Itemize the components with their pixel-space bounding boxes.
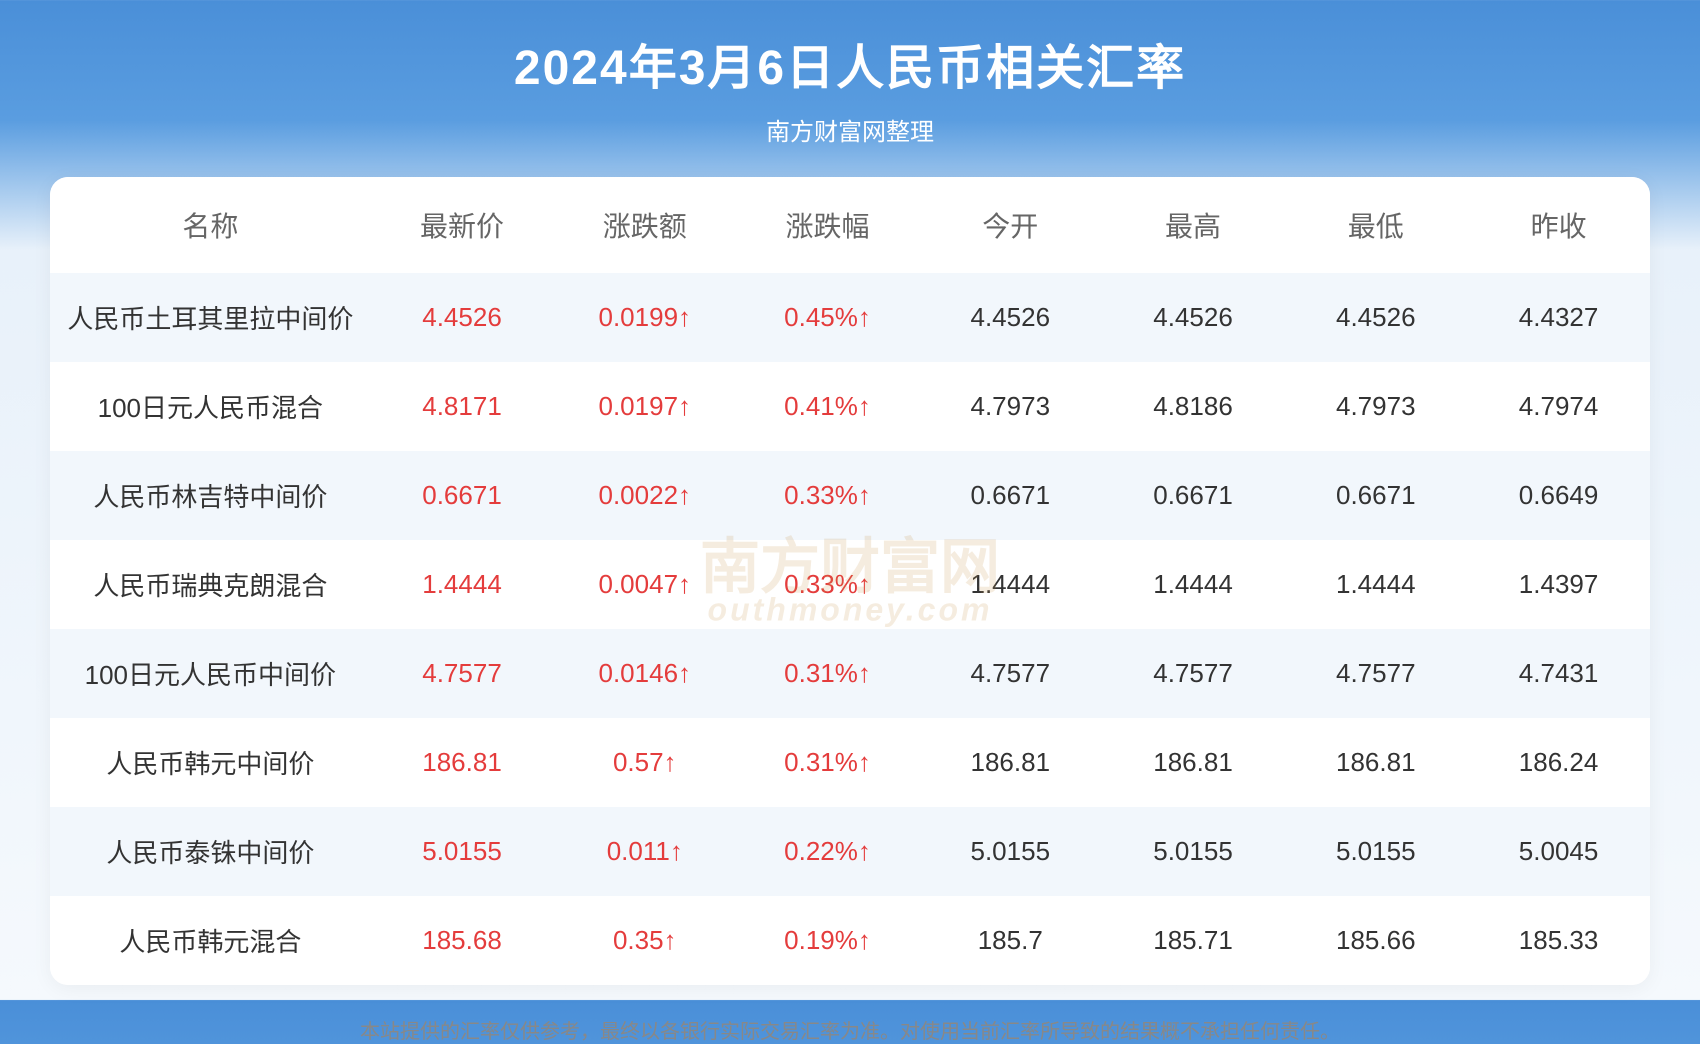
cell: 0.0197↑ (553, 362, 736, 451)
col-name: 名称 (50, 177, 371, 273)
cell: 5.0155 (371, 807, 554, 896)
cell: 0.0022↑ (553, 451, 736, 540)
col-low: 最低 (1284, 177, 1467, 273)
cell: 185.68 (371, 896, 554, 985)
cell: 0.31%↑ (736, 629, 919, 718)
cell: 0.57↑ (553, 718, 736, 807)
cell: 4.7974 (1467, 362, 1650, 451)
cell: 4.4526 (1284, 273, 1467, 362)
col-change: 涨跌额 (553, 177, 736, 273)
cell: 4.7577 (919, 629, 1102, 718)
cell: 185.33 (1467, 896, 1650, 985)
cell: 100日元人民币中间价 (50, 629, 371, 718)
cell: 4.4526 (1102, 273, 1285, 362)
cell: 4.4526 (919, 273, 1102, 362)
cell: 0.6649 (1467, 451, 1650, 540)
cell: 186.24 (1467, 718, 1650, 807)
cell: 人民币韩元中间价 (50, 718, 371, 807)
cell: 0.41%↑ (736, 362, 919, 451)
cell: 1.4444 (371, 540, 554, 629)
cell: 100日元人民币混合 (50, 362, 371, 451)
col-high: 最高 (1102, 177, 1285, 273)
cell: 185.66 (1284, 896, 1467, 985)
cell: 人民币瑞典克朗混合 (50, 540, 371, 629)
cell: 0.6671 (1102, 451, 1285, 540)
col-pct: 涨跌幅 (736, 177, 919, 273)
cell: 4.7973 (919, 362, 1102, 451)
table-row: 人民币韩元混合185.680.35↑0.19%↑185.7185.71185.6… (50, 896, 1650, 985)
cell: 5.0155 (1102, 807, 1285, 896)
table-row: 100日元人民币中间价4.75770.0146↑0.31%↑4.75774.75… (50, 629, 1650, 718)
cell: 5.0155 (919, 807, 1102, 896)
table-row: 人民币韩元中间价186.810.57↑0.31%↑186.81186.81186… (50, 718, 1650, 807)
cell: 4.7577 (1102, 629, 1285, 718)
cell: 0.33%↑ (736, 451, 919, 540)
cell: 0.6671 (919, 451, 1102, 540)
cell: 4.7431 (1467, 629, 1650, 718)
cell: 186.81 (371, 718, 554, 807)
cell: 0.45%↑ (736, 273, 919, 362)
table-row: 人民币林吉特中间价0.66710.0022↑0.33%↑0.66710.6671… (50, 451, 1650, 540)
cell: 人民币泰铢中间价 (50, 807, 371, 896)
header: 2024年3月6日人民币相关汇率 南方财富网整理 (0, 0, 1700, 147)
cell: 4.7973 (1284, 362, 1467, 451)
cell: 人民币韩元混合 (50, 896, 371, 985)
cell: 人民币林吉特中间价 (50, 451, 371, 540)
cell: 0.31%↑ (736, 718, 919, 807)
page-subtitle: 南方财富网整理 (0, 112, 1700, 147)
cell: 5.0045 (1467, 807, 1650, 896)
cell: 0.0146↑ (553, 629, 736, 718)
cell: 186.81 (1284, 718, 1467, 807)
table-row: 人民币泰铢中间价5.01550.011↑0.22%↑5.01555.01555.… (50, 807, 1650, 896)
table-header-row: 名称 最新价 涨跌额 涨跌幅 今开 最高 最低 昨收 (50, 177, 1650, 273)
cell: 0.0199↑ (553, 273, 736, 362)
cell: 186.81 (1102, 718, 1285, 807)
rate-table-container: 南方财富网 outhmoney.com 名称 最新价 涨跌额 涨跌幅 今开 最高… (50, 177, 1650, 985)
footer-disclaimer: 本站提供的汇率仅供参考，最终以各银行实际交易汇率为准。对使用当前汇率所导致的结果… (0, 1015, 1700, 1044)
cell: 0.011↑ (553, 807, 736, 896)
cell: 1.4444 (1102, 540, 1285, 629)
page-title: 2024年3月6日人民币相关汇率 (0, 28, 1700, 98)
table-row: 人民币瑞典克朗混合1.44440.0047↑0.33%↑1.44441.4444… (50, 540, 1650, 629)
cell: 185.71 (1102, 896, 1285, 985)
cell: 4.4526 (371, 273, 554, 362)
cell: 0.22%↑ (736, 807, 919, 896)
cell: 0.0047↑ (553, 540, 736, 629)
cell: 0.19%↑ (736, 896, 919, 985)
cell: 0.35↑ (553, 896, 736, 985)
cell: 1.4444 (919, 540, 1102, 629)
cell: 4.4327 (1467, 273, 1650, 362)
cell: 0.33%↑ (736, 540, 919, 629)
cell: 0.6671 (1284, 451, 1467, 540)
col-open: 今开 (919, 177, 1102, 273)
cell: 1.4397 (1467, 540, 1650, 629)
cell: 4.7577 (371, 629, 554, 718)
cell: 4.7577 (1284, 629, 1467, 718)
table-row: 人民币土耳其里拉中间价4.45260.0199↑0.45%↑4.45264.45… (50, 273, 1650, 362)
table-body: 人民币土耳其里拉中间价4.45260.0199↑0.45%↑4.45264.45… (50, 273, 1650, 985)
cell: 5.0155 (1284, 807, 1467, 896)
col-latest: 最新价 (371, 177, 554, 273)
table-row: 100日元人民币混合4.81710.0197↑0.41%↑4.79734.818… (50, 362, 1650, 451)
cell: 185.7 (919, 896, 1102, 985)
cell: 186.81 (919, 718, 1102, 807)
cell: 4.8186 (1102, 362, 1285, 451)
cell: 0.6671 (371, 451, 554, 540)
rate-table: 名称 最新价 涨跌额 涨跌幅 今开 最高 最低 昨收 人民币土耳其里拉中间价4.… (50, 177, 1650, 985)
cell: 人民币土耳其里拉中间价 (50, 273, 371, 362)
cell: 4.8171 (371, 362, 554, 451)
col-prev: 昨收 (1467, 177, 1650, 273)
cell: 1.4444 (1284, 540, 1467, 629)
